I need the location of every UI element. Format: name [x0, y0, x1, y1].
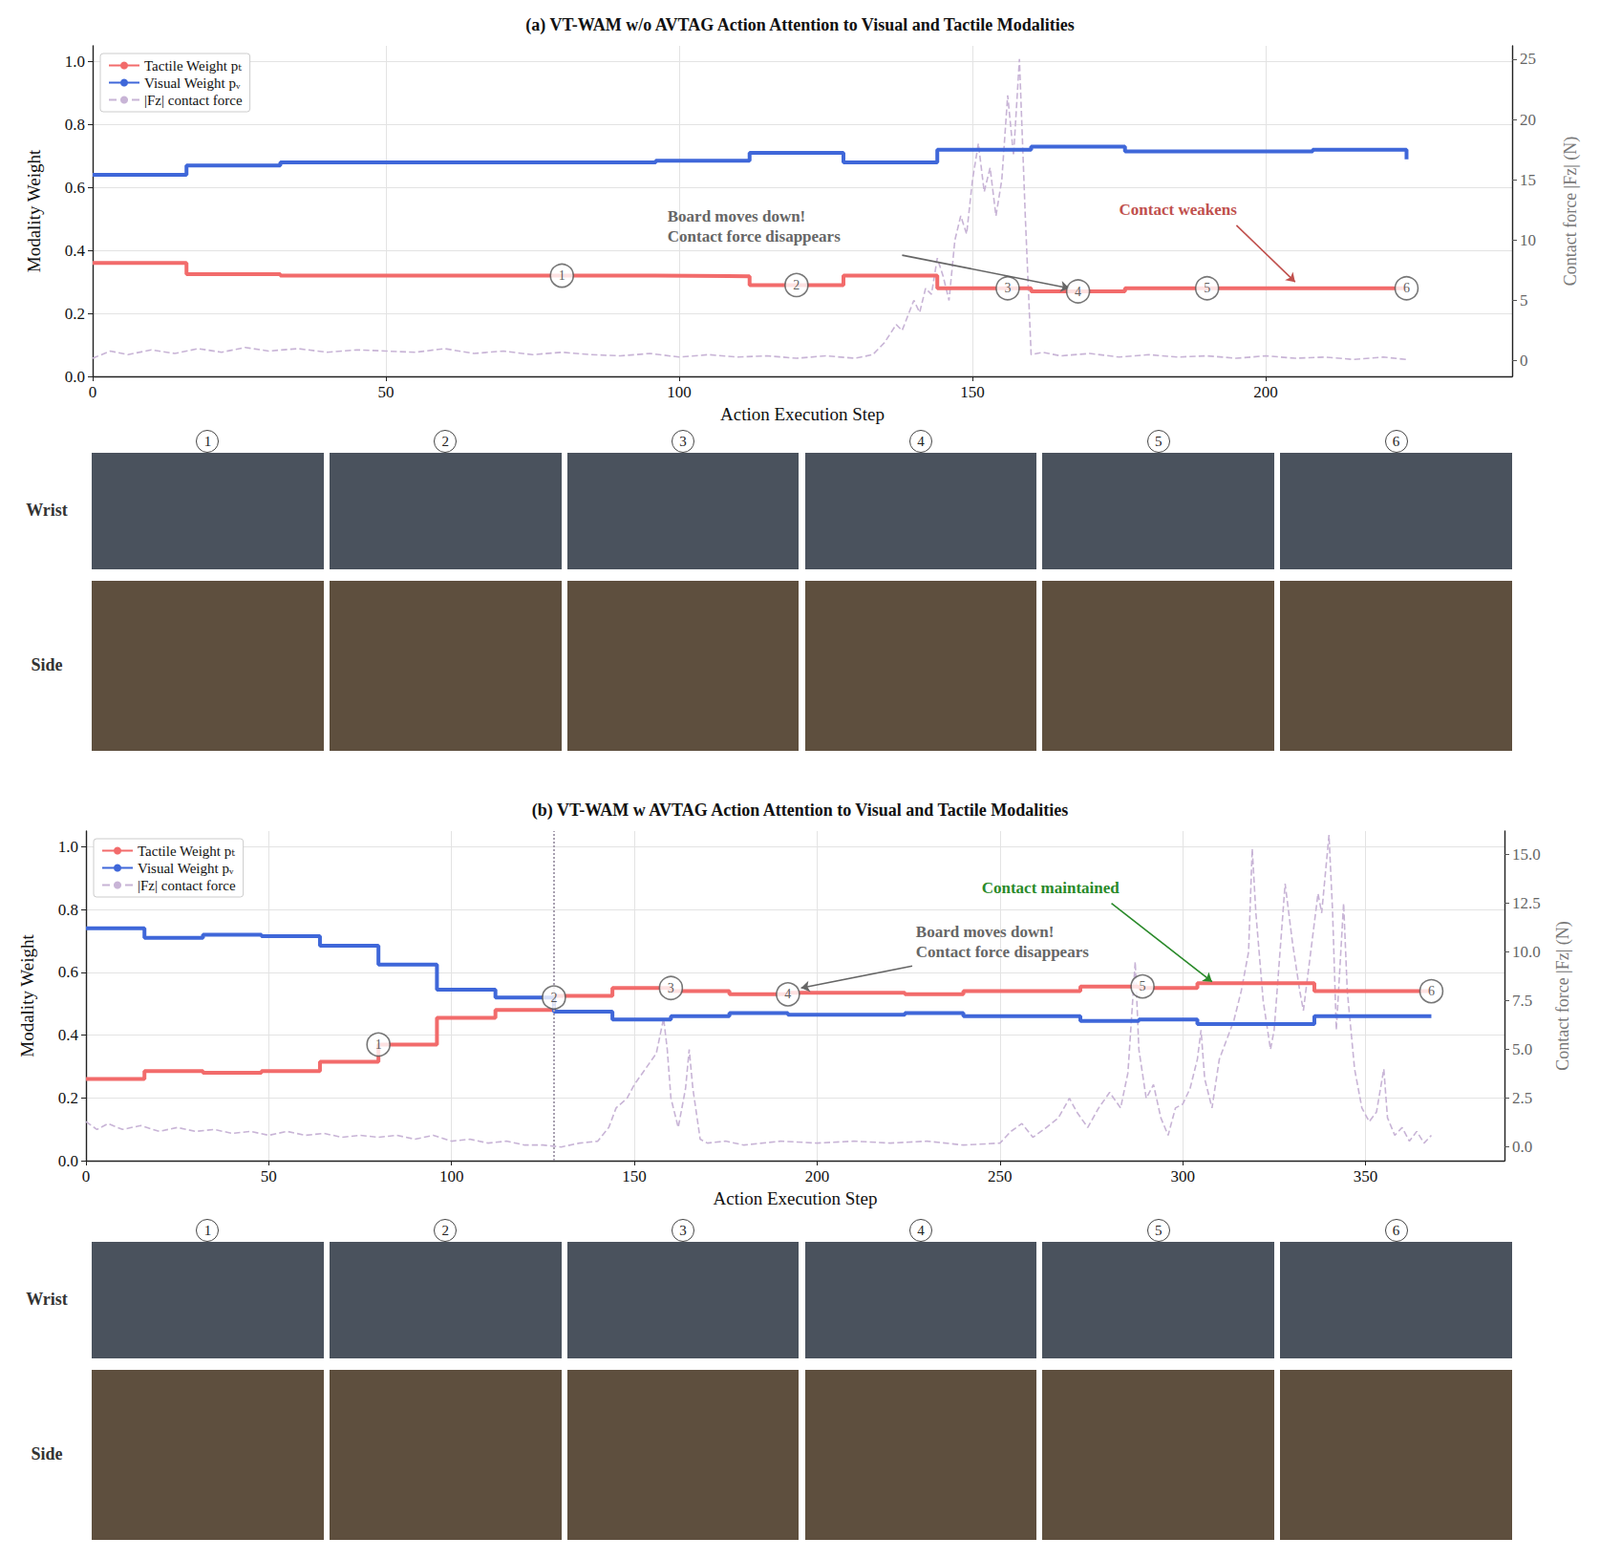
svg-text:0.0: 0.0	[1512, 1137, 1533, 1156]
svg-text:50: 50	[378, 383, 395, 402]
svg-text:Visual Weight pᵥ: Visual Weight pᵥ	[144, 75, 241, 91]
svg-text:Contact weakens: Contact weakens	[1119, 200, 1238, 219]
html-text:6: 6	[1392, 1222, 1400, 1238]
svg-text:0.6: 0.6	[58, 962, 79, 982]
svg-text:10: 10	[1519, 231, 1536, 250]
svg-text:150: 150	[960, 383, 985, 402]
svg-text:(b) VT-WAM w AVTAG Action Atte: (b) VT-WAM w AVTAG Action Attention to V…	[532, 800, 1068, 821]
svg-text:Contact force |Fz| (N): Contact force |Fz| (N)	[1553, 920, 1574, 1071]
svg-text:Contact maintained: Contact maintained	[981, 878, 1121, 897]
svg-text:2.5: 2.5	[1512, 1088, 1533, 1108]
html-text:Side: Side	[31, 1444, 63, 1464]
svg-text:0.2: 0.2	[58, 1088, 79, 1108]
svg-text:0.2: 0.2	[64, 304, 86, 323]
svg-text:5: 5	[1139, 979, 1147, 994]
svg-text:0.8: 0.8	[64, 115, 86, 134]
html-text:5: 5	[1154, 433, 1163, 449]
svg-text:Tactile Weight pₜ: Tactile Weight pₜ	[137, 843, 235, 859]
svg-text:100: 100	[666, 383, 692, 402]
html-text:1: 1	[204, 1222, 212, 1238]
svg-text:Action Execution Step: Action Execution Step	[712, 1188, 877, 1209]
svg-text:0.4: 0.4	[58, 1025, 80, 1045]
html-text:Side: Side	[31, 655, 63, 675]
svg-text:|Fz| contact force: |Fz| contact force	[137, 877, 236, 894]
svg-text:0: 0	[88, 383, 98, 402]
html-text:2: 2	[441, 433, 449, 449]
html-text:Wrist: Wrist	[25, 1289, 68, 1309]
svg-text:1: 1	[558, 268, 566, 283]
svg-text:Board moves down!: Board moves down!	[667, 207, 807, 226]
svg-text:200: 200	[1253, 383, 1279, 402]
svg-text:Visual Weight pᵥ: Visual Weight pᵥ	[137, 860, 235, 876]
svg-text:1: 1	[375, 1037, 383, 1052]
svg-text:0.6: 0.6	[64, 178, 86, 197]
svg-text:0.0: 0.0	[64, 367, 86, 386]
html-text:3: 3	[679, 1222, 687, 1238]
svg-text:0: 0	[1519, 351, 1529, 370]
svg-text:Action Execution Step: Action Execution Step	[720, 404, 885, 425]
svg-text:300: 300	[1170, 1167, 1195, 1186]
svg-text:5: 5	[1519, 291, 1529, 310]
svg-text:15.0: 15.0	[1512, 845, 1541, 864]
svg-text:6: 6	[1428, 983, 1435, 999]
svg-text:(a) VT-WAM w/o AVTAG Action At: (a) VT-WAM w/o AVTAG Action Attention to…	[525, 15, 1074, 36]
svg-text:4: 4	[784, 986, 791, 1002]
svg-text:5.0: 5.0	[1512, 1040, 1533, 1059]
svg-text:4: 4	[1074, 284, 1082, 299]
svg-text:10.0: 10.0	[1512, 942, 1541, 961]
svg-text:0: 0	[82, 1167, 91, 1186]
svg-text:Contact force disappears: Contact force disappears	[916, 942, 1089, 961]
svg-text:1.0: 1.0	[64, 52, 86, 71]
svg-text:0.4: 0.4	[64, 241, 86, 260]
svg-text:200: 200	[805, 1167, 831, 1186]
svg-text:50: 50	[260, 1167, 278, 1186]
svg-text:15: 15	[1519, 170, 1536, 190]
html-text:4: 4	[917, 433, 925, 449]
svg-text:2: 2	[550, 990, 557, 1005]
svg-text:Board moves down!: Board moves down!	[916, 922, 1055, 941]
svg-text:|Fz| contact force: |Fz| contact force	[144, 92, 243, 108]
svg-text:0.0: 0.0	[58, 1152, 79, 1171]
html-text:1: 1	[204, 433, 212, 449]
svg-text:Tactile Weight pₜ: Tactile Weight pₜ	[144, 58, 242, 74]
svg-text:Contact force disappears: Contact force disappears	[667, 227, 841, 246]
svg-text:7.5: 7.5	[1512, 991, 1533, 1010]
svg-text:Modality Weight: Modality Weight	[23, 149, 44, 273]
html-text:3: 3	[679, 433, 687, 449]
svg-text:3: 3	[1003, 280, 1011, 296]
svg-text:Modality Weight: Modality Weight	[17, 934, 38, 1058]
svg-text:1.0: 1.0	[58, 837, 79, 856]
svg-text:20: 20	[1519, 110, 1536, 129]
svg-text:Contact force |Fz| (N): Contact force |Fz| (N)	[1560, 136, 1581, 287]
svg-text:100: 100	[439, 1167, 465, 1186]
svg-text:150: 150	[621, 1167, 647, 1186]
svg-text:5: 5	[1203, 280, 1211, 296]
svg-text:0.8: 0.8	[58, 900, 79, 919]
svg-text:3: 3	[667, 981, 675, 996]
svg-text:25: 25	[1519, 49, 1536, 68]
svg-text:250: 250	[987, 1167, 1013, 1186]
html-text:5: 5	[1154, 1222, 1163, 1238]
svg-text:2: 2	[792, 277, 800, 293]
svg-text:12.5: 12.5	[1512, 894, 1541, 913]
html-text:2: 2	[441, 1222, 449, 1238]
html-text:Wrist: Wrist	[25, 500, 68, 520]
svg-text:6: 6	[1403, 280, 1410, 296]
html-text:6: 6	[1392, 433, 1400, 449]
svg-text:350: 350	[1353, 1167, 1379, 1186]
html-text:4: 4	[917, 1222, 925, 1238]
